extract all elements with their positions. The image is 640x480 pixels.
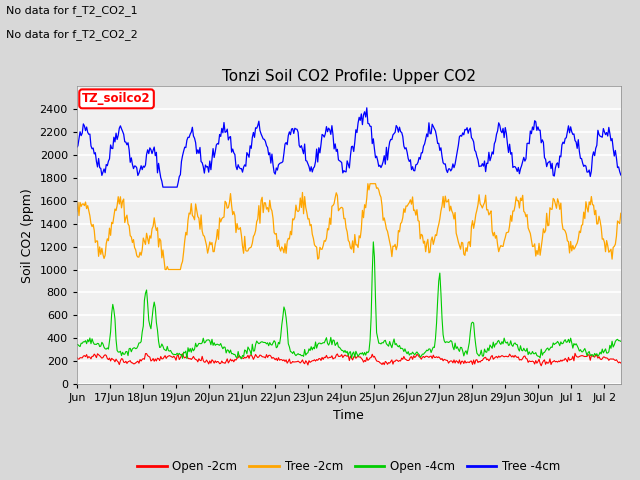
- Text: No data for f_T2_CO2_2: No data for f_T2_CO2_2: [6, 29, 138, 40]
- Y-axis label: Soil CO2 (ppm): Soil CO2 (ppm): [21, 188, 34, 283]
- Text: TZ_soilco2: TZ_soilco2: [82, 92, 151, 105]
- X-axis label: Time: Time: [333, 408, 364, 421]
- Legend: Open -2cm, Tree -2cm, Open -4cm, Tree -4cm: Open -2cm, Tree -2cm, Open -4cm, Tree -4…: [132, 456, 565, 478]
- Text: No data for f_T2_CO2_1: No data for f_T2_CO2_1: [6, 5, 138, 16]
- Title: Tonzi Soil CO2 Profile: Upper CO2: Tonzi Soil CO2 Profile: Upper CO2: [222, 69, 476, 84]
